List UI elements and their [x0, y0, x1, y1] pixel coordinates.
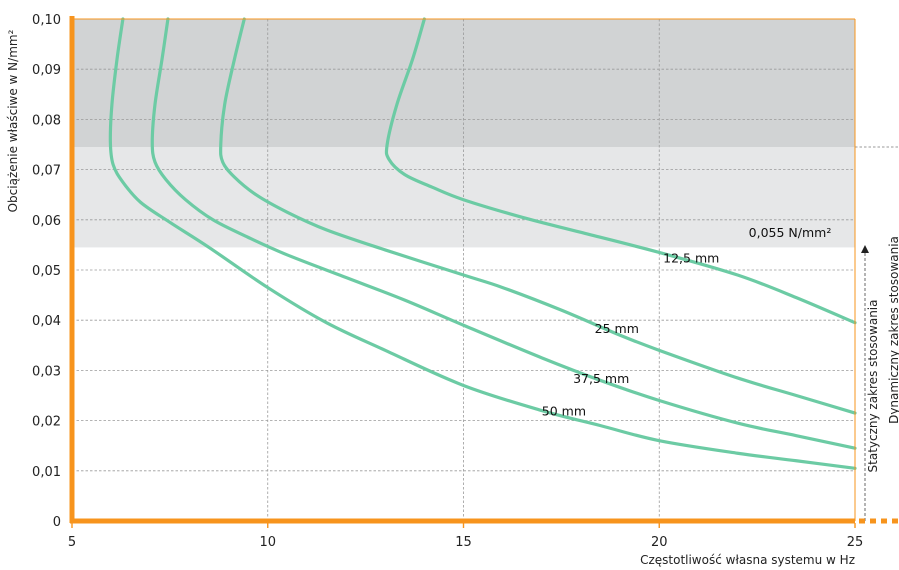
x-tick-label-0: 5 — [68, 535, 76, 550]
y-axis-title: Obciążenie właściwe w N/mm² — [6, 29, 20, 212]
x-tick-label-1: 10 — [259, 535, 276, 550]
x-tick-label-3: 20 — [651, 535, 668, 550]
y-tick-label-10: 0,10 — [32, 13, 61, 28]
curve-label-12-5-mm: 12,5 mm — [663, 250, 719, 265]
y-tick-label-6: 0,06 — [32, 214, 61, 229]
curve-50-mm — [108, 17, 857, 470]
x-tick-label-2: 15 — [455, 535, 472, 550]
y-tick-label-2: 0,02 — [32, 415, 61, 430]
x-tick-label-4: 25 — [847, 535, 864, 550]
y-tick-label-4: 0,04 — [32, 314, 61, 329]
tick-labels: 5 10 15 20 25 0 0,01 0,02 0,03 0,04 0,05 0,06 0,07 0,… — [32, 13, 863, 550]
y-tick-label-0: 0 — [53, 515, 61, 530]
curve-37-5-mm — [150, 17, 857, 450]
dynamic-range-label: Dynamiczny zakres stosowania — [887, 236, 899, 424]
x-axis-title: Częstotliwość własna systemu w Hz — [640, 553, 855, 567]
y-tick-label-7: 0,07 — [32, 164, 61, 179]
grid — [72, 18, 856, 521]
y-tick-label-3: 0,03 — [32, 364, 61, 379]
curve-25-mm — [219, 17, 857, 415]
threshold-label: 0,055 N/mm² — [749, 225, 832, 240]
range-arrow-head — [861, 245, 869, 253]
series-labels: 12,5 mm 25 mm 37,5 mm 50 mm — [542, 250, 720, 418]
y-tick-label-1: 0,01 — [32, 465, 61, 480]
reference-lines — [855, 146, 899, 521]
curve-label-50-mm: 50 mm — [542, 404, 586, 419]
y-tick-label-8: 0,08 — [32, 113, 61, 128]
axes — [69, 16, 899, 528]
series-curves — [108, 17, 857, 470]
curve-label-25-mm: 25 mm — [595, 321, 639, 336]
curve-label-37-5-mm: 37,5 mm — [573, 371, 629, 386]
y-tick-label-9: 0,09 — [32, 63, 61, 78]
curve-12-5-mm — [384, 17, 857, 325]
static-range-label: Statyczny zakres stosowania — [866, 300, 880, 473]
y-tick-label-5: 0,05 — [32, 264, 61, 279]
